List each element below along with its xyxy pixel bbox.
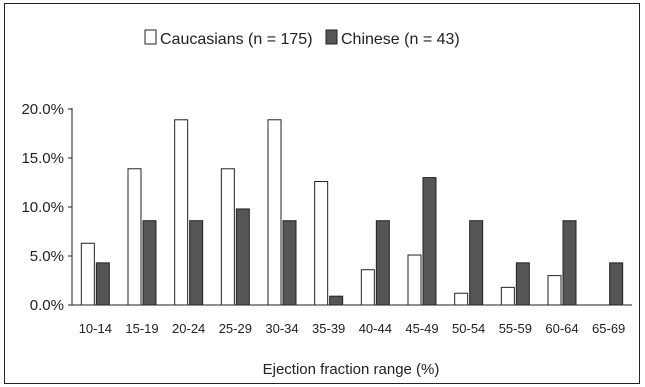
y-tick-label: 20.0% (21, 101, 64, 118)
bar-chinese-45-49 (422, 177, 437, 306)
bar-caucasians-15-19 (127, 168, 142, 306)
bar-caucasians-60-64 (547, 275, 562, 306)
x-tick-label: 20-24 (172, 321, 205, 336)
bar-caucasians-25-29 (220, 168, 235, 306)
chart-frame (4, 3, 640, 384)
bar-caucasians-55-59 (500, 286, 515, 306)
bar-chinese-40-44 (375, 220, 390, 306)
x-tick-label: 35-39 (312, 321, 345, 336)
x-tick-label: 10-14 (79, 321, 112, 336)
bar-chinese-55-59 (515, 262, 530, 306)
x-tick-label: 65-69 (592, 321, 625, 336)
bar-caucasians-50-54 (454, 292, 469, 306)
x-tick-label: 55-59 (499, 321, 532, 336)
bar-caucasians-45-49 (407, 254, 422, 306)
y-tick-label: 5.0% (30, 248, 64, 265)
bar-chinese-10-14 (95, 262, 110, 306)
x-tick-label: 40-44 (359, 321, 392, 336)
x-tick-label: 15-19 (125, 321, 158, 336)
bar-chinese-15-19 (142, 220, 157, 306)
x-tick-label: 45-49 (405, 321, 438, 336)
bar-chinese-65-69 (609, 262, 624, 306)
legend-label-caucasians: Caucasians (n = 175) (160, 31, 313, 48)
x-axis-label: Ejection fraction range (%) (263, 361, 440, 378)
legend-swatch-caucasians (144, 29, 157, 45)
legend: Caucasians (n = 175) Chinese (n = 43) (144, 29, 460, 48)
bar-chinese-30-34 (282, 220, 297, 306)
x-tick-label: 50-54 (452, 321, 485, 336)
bar-chinese-35-39 (329, 295, 344, 306)
x-tick-label: 60-64 (545, 321, 578, 336)
y-tick-label: 0.0% (30, 297, 64, 314)
y-axis: 0.0% 5.0% 10.0% 15.0% 20.0% (21, 101, 73, 314)
bar-chinese-20-24 (189, 220, 204, 306)
bar-caucasians-35-39 (314, 181, 329, 306)
bar-caucasians-40-44 (360, 269, 375, 306)
x-tick-label: 25-29 (219, 321, 252, 336)
x-axis: 10-14 15-19 20-24 25-29 30-34 35-39 40-44 45-49… (72, 304, 632, 336)
bars (80, 119, 624, 306)
y-tick-label: 10.0% (21, 199, 64, 216)
x-tick-label: 30-34 (265, 321, 298, 336)
bar-caucasians-10-14 (80, 242, 95, 306)
legend-swatch-chinese (325, 29, 338, 45)
bar-chinese-25-29 (235, 208, 250, 306)
bar-chinese-50-54 (469, 220, 484, 306)
bar-chinese-60-64 (562, 220, 577, 306)
y-tick-label: 15.0% (21, 150, 64, 167)
bar-caucasians-30-34 (267, 119, 282, 306)
bar-caucasians-20-24 (174, 119, 189, 306)
legend-label-chinese: Chinese (n = 43) (341, 31, 460, 48)
